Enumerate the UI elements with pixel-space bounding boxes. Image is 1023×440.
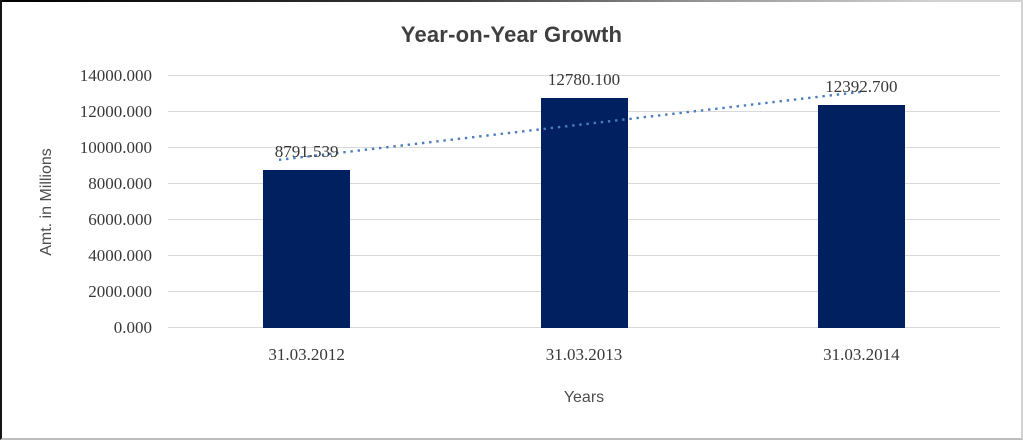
y-tick-label: 4000.000 — [88, 246, 152, 265]
frame-top-edge — [2, 0, 1021, 2]
bar-data-label: 8791.539 — [274, 141, 339, 161]
x-axis-title: Years — [563, 389, 605, 406]
x-tick-label: 31.03.2014 — [823, 345, 900, 364]
y-axis-title: Amt. in Millions — [38, 148, 55, 256]
y-tick-label: 14000.000 — [79, 66, 152, 85]
gridline — [168, 75, 1000, 76]
bar — [540, 97, 628, 328]
trendline — [278, 90, 862, 162]
y-tick-label: 6000.000 — [88, 210, 152, 229]
y-tick-label: 12000.000 — [79, 102, 152, 121]
y-tick-label: 10000.000 — [79, 138, 152, 157]
y-tick-label: 2000.000 — [88, 282, 152, 301]
bar-data-label: 12780.100 — [547, 69, 621, 89]
y-tick-label: 8000.000 — [88, 174, 152, 193]
x-tick-label: 31.03.2012 — [268, 345, 345, 364]
y-tick-label: 0.000 — [113, 318, 152, 337]
chart-title: Year-on-Year Growth — [400, 22, 623, 47]
bar — [263, 169, 351, 328]
plot-area — [168, 75, 1000, 328]
x-tick-label: 31.03.2013 — [545, 345, 623, 364]
bar — [817, 104, 905, 328]
bar-data-label: 12392.700 — [825, 76, 898, 96]
